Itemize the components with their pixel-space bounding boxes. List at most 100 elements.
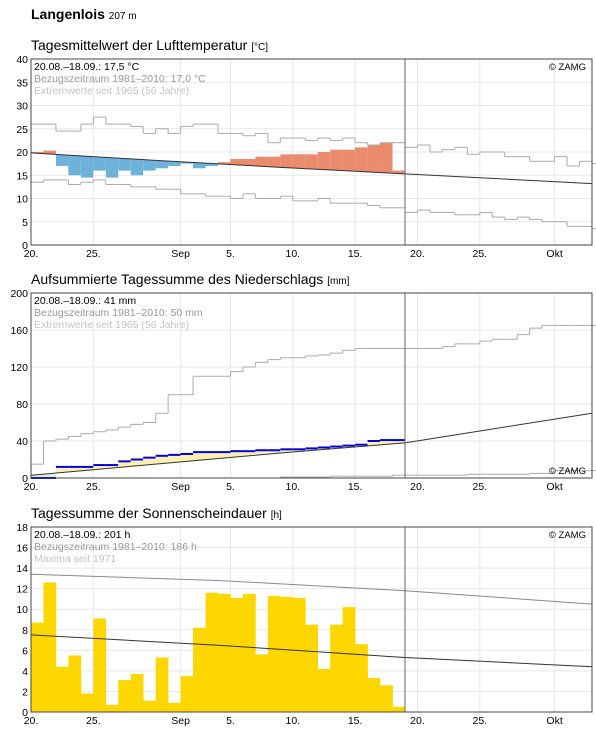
anomaly-band [342, 149, 356, 171]
anomaly-band [55, 466, 69, 473]
x-tick-label: 5. [226, 715, 235, 727]
bar [380, 685, 393, 712]
anomaly-band [292, 449, 306, 452]
anomaly-band [355, 147, 368, 172]
anomaly-band [392, 170, 405, 174]
anomaly-band [380, 440, 393, 445]
y-tick-label: 160 [10, 325, 28, 337]
title-text: Tagesmittelwert der Lufttemperatur [31, 37, 248, 53]
anomaly-band [143, 457, 156, 465]
station-title: Langenlois [31, 6, 105, 22]
bar [43, 582, 57, 712]
anomaly-band [193, 452, 206, 461]
bar [230, 597, 244, 712]
x-tick-label: 20. [24, 715, 39, 727]
x-tick-label: 20. [410, 715, 425, 727]
anomaly-band [330, 149, 343, 171]
info-text: Extremwerte seit 1965 (56 Jahre) [34, 319, 189, 331]
anomaly-band [267, 156, 281, 167]
x-tick-label: 25. [86, 481, 101, 493]
y-tick-label: 40 [16, 436, 28, 448]
anomaly-band [367, 441, 381, 446]
reference-line [30, 573, 593, 605]
anomaly-band [118, 158, 131, 171]
info-text: 20.08.–18.09.: 17,5 °C [34, 61, 140, 73]
anomaly-band [255, 156, 268, 167]
anomaly-band [43, 473, 56, 478]
x-tick-label: Okt [546, 481, 562, 493]
chart-title: Tagesmittelwert der Lufttemperatur [°C] [31, 37, 268, 53]
x-tick-label: Sep [171, 481, 190, 493]
station-name: Langenlois 207 m [31, 6, 137, 22]
anomaly-band [93, 157, 106, 171]
bar [130, 673, 144, 712]
x-tick-label: 5. [226, 481, 235, 493]
y-tick-label: 8 [22, 625, 28, 637]
anomaly-band [118, 461, 131, 467]
reference-line [30, 152, 593, 185]
y-tick-label: 0 [22, 240, 28, 252]
anomaly-band [255, 450, 268, 455]
anomaly-band [68, 155, 81, 176]
bar [155, 657, 169, 712]
copyright: © ZAMG [549, 530, 586, 541]
anomaly-band [93, 465, 106, 470]
anomaly-band [230, 451, 243, 457]
bar [55, 666, 69, 712]
x-tick-label: 25. [472, 481, 487, 493]
bar [80, 693, 94, 712]
bar [367, 678, 381, 712]
title-unit: [mm] [327, 276, 349, 287]
y-tick-label: 200 [10, 288, 28, 300]
x-tick-label: 5. [226, 248, 235, 260]
y-tick-label: 18 [16, 522, 28, 534]
bar [93, 618, 107, 712]
y-tick-label: 2 [22, 686, 28, 698]
anomaly-band [143, 159, 156, 171]
y-tick-label: 120 [10, 362, 28, 374]
x-tick-label: 20. [410, 248, 425, 260]
bar [168, 702, 181, 712]
anomaly-band [193, 162, 206, 169]
bar [255, 654, 269, 712]
info-text: Bezugszeitraum 1981–2010: 186 h [34, 541, 197, 553]
anomaly-band [80, 466, 94, 471]
y-tick-label: 40 [16, 54, 28, 66]
bar [342, 607, 356, 712]
y-tick-label: 12 [16, 584, 28, 596]
anomaly-band [31, 152, 44, 154]
y-tick-label: 16 [16, 543, 28, 555]
info-text: 20.08.–18.09.: 201 h [34, 529, 130, 541]
anomaly-band [305, 154, 318, 169]
anomaly-band [267, 450, 281, 454]
info-text: Maxima seit 1971 [34, 553, 116, 565]
anomaly-band [242, 158, 256, 166]
y-tick-label: 10 [16, 604, 28, 616]
anomaly-band [105, 157, 119, 178]
plot-frame [30, 292, 593, 479]
anomaly-band [242, 451, 256, 456]
y-tick-label: 0 [22, 707, 28, 719]
anomaly-band [380, 142, 393, 173]
anomaly-band [155, 160, 169, 169]
bar [355, 644, 368, 712]
anomaly-band [218, 452, 231, 459]
station-elevation: 207 m [109, 11, 137, 22]
bar [68, 655, 82, 712]
title-text: Aufsummierte Tagessumme des Niederschlag… [31, 271, 323, 287]
x-tick-label: 15. [348, 481, 363, 493]
anomaly-band [55, 154, 69, 166]
bar [105, 704, 119, 712]
info-text: Extremwerte seit 1965 (56 Jahre) [34, 85, 189, 97]
y-tick-label: 80 [16, 399, 28, 411]
anomaly-band [105, 465, 119, 469]
x-tick-label: 15. [348, 248, 363, 260]
plot-background [31, 293, 592, 478]
chart: Tagessumme der Sonnenscheindauer [h] 0 2 4 6… [16, 505, 593, 727]
anomaly-band [280, 154, 293, 168]
x-tick-label: 20. [24, 481, 39, 493]
anomaly-band [130, 459, 144, 466]
y-tick-label: 14 [16, 563, 28, 575]
y-tick-label: 25 [16, 124, 28, 136]
